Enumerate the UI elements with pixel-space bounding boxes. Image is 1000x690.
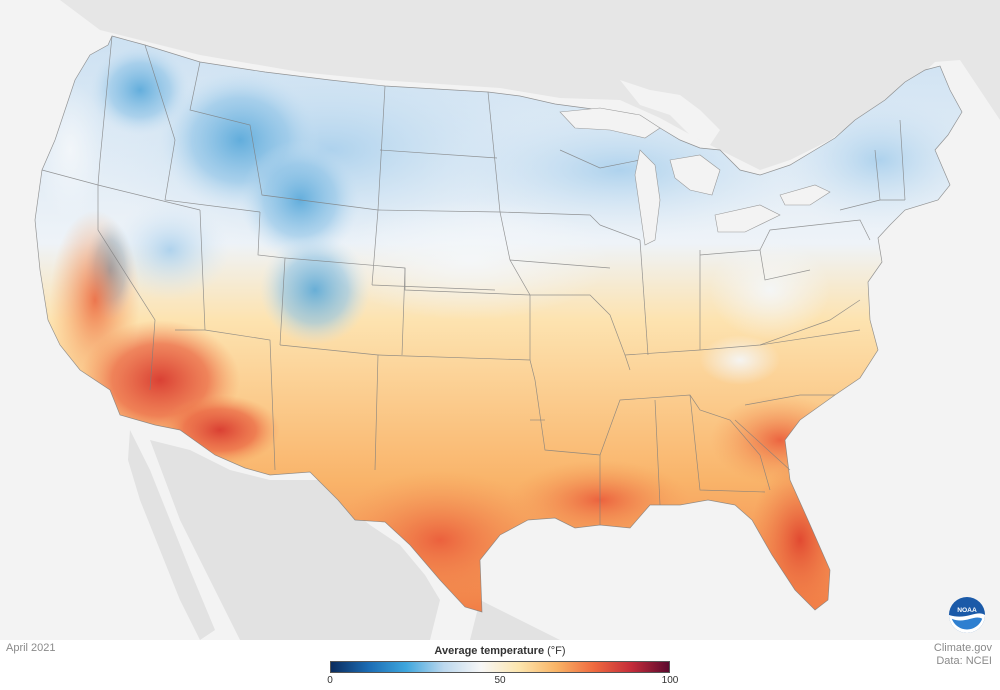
legend-tick-max: 100: [661, 675, 679, 686]
credit-data: Data: NCEI: [936, 655, 992, 667]
date-label: April 2021: [6, 642, 56, 654]
legend-color-bar: [330, 661, 670, 673]
credit: Climate.gov Data: NCEI: [934, 642, 992, 668]
temperature-map: [0, 0, 1000, 640]
noaa-logo-icon: NOAA: [948, 596, 986, 634]
neighbor-land: [60, 0, 1000, 640]
noaa-logo-text: NOAA: [957, 607, 977, 614]
legend-unit: (°F): [547, 645, 566, 657]
credit-source: Climate.gov: [933, 642, 992, 654]
legend-title: Average temperature (°F): [330, 645, 670, 657]
state-borders: [34, 35, 963, 613]
great-lakes: [559, 107, 831, 246]
map-svg: [34, 0, 1000, 640]
legend-tick-mid: 50: [494, 675, 506, 686]
legend-tick-min: 0: [327, 675, 333, 686]
legend-title-text: Average temperature: [434, 645, 545, 657]
footer: April 2021 Average temperature (°F) 0 50…: [0, 640, 1000, 690]
